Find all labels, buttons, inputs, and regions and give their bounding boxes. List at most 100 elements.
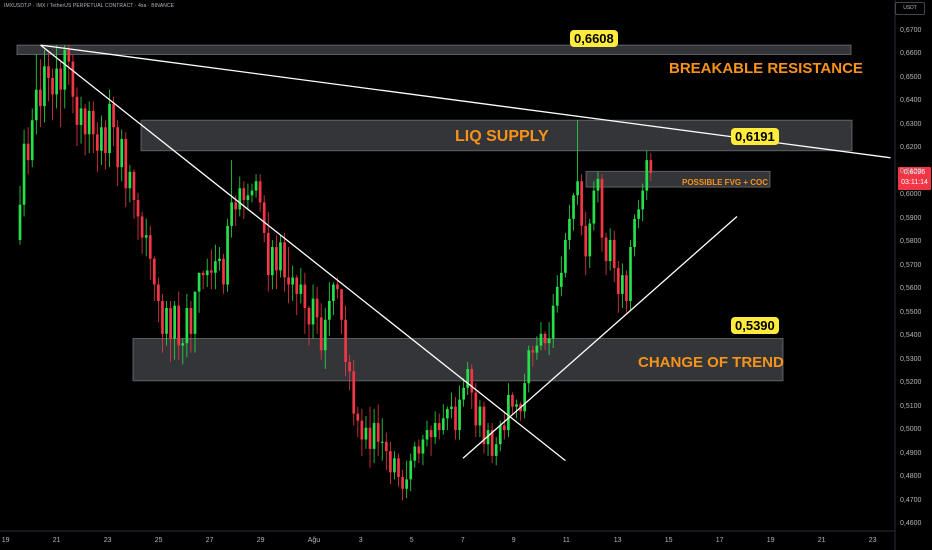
candle[interactable]	[511, 394, 514, 407]
candle[interactable]	[185, 308, 189, 344]
candle[interactable]	[612, 239, 616, 269]
candle[interactable]	[295, 277, 299, 294]
candle[interactable]	[319, 317, 323, 351]
candle[interactable]	[303, 284, 307, 309]
candle[interactable]	[633, 218, 636, 247]
candle[interactable]	[112, 103, 115, 128]
candle[interactable]	[364, 427, 368, 440]
candle[interactable]	[100, 127, 103, 151]
candle[interactable]	[238, 188, 242, 210]
trendline-ascending[interactable]	[462, 215, 738, 459]
candle[interactable]	[18, 204, 22, 240]
trendline-descending-1[interactable]	[40, 44, 566, 462]
candle[interactable]	[91, 110, 95, 135]
candle[interactable]	[161, 300, 164, 334]
candle[interactable]	[629, 246, 632, 301]
candle[interactable]	[502, 425, 506, 431]
candle[interactable]	[551, 305, 555, 339]
candle[interactable]	[564, 239, 567, 273]
zone-change-of-trend[interactable]	[132, 338, 784, 382]
candle[interactable]	[555, 286, 559, 306]
candle[interactable]	[327, 300, 331, 320]
candle[interactable]	[616, 268, 620, 294]
candle[interactable]	[71, 61, 75, 97]
candle[interactable]	[323, 319, 327, 351]
candle[interactable]	[201, 272, 205, 276]
candle[interactable]	[283, 242, 286, 278]
candle[interactable]	[441, 418, 445, 431]
candle[interactable]	[535, 345, 539, 353]
candle[interactable]	[136, 200, 140, 217]
candle[interactable]	[641, 190, 645, 210]
candle[interactable]	[311, 298, 315, 325]
candle[interactable]	[205, 270, 209, 276]
candle[interactable]	[152, 258, 156, 285]
candle[interactable]	[26, 143, 30, 161]
candle[interactable]	[433, 423, 437, 438]
candle[interactable]	[128, 171, 132, 189]
candle[interactable]	[124, 138, 128, 189]
candle[interactable]	[116, 127, 120, 168]
candle[interactable]	[344, 319, 347, 363]
candle[interactable]	[39, 89, 42, 107]
candle[interactable]	[230, 202, 233, 226]
candle[interactable]	[104, 127, 107, 154]
candle[interactable]	[67, 49, 71, 62]
candle[interactable]	[482, 406, 486, 445]
candle[interactable]	[332, 284, 335, 301]
candle[interactable]	[177, 305, 181, 346]
candle[interactable]	[380, 441, 384, 443]
candle[interactable]	[165, 308, 168, 334]
candle[interactable]	[59, 68, 63, 90]
candle[interactable]	[507, 394, 510, 431]
candle[interactable]	[108, 103, 111, 154]
candle[interactable]	[645, 160, 649, 191]
candle[interactable]	[486, 430, 490, 445]
candle[interactable]	[405, 479, 408, 489]
candle[interactable]	[543, 333, 547, 344]
candle[interactable]	[287, 277, 290, 285]
candle[interactable]	[372, 423, 376, 449]
candle[interactable]	[604, 237, 608, 262]
candle[interactable]	[30, 120, 34, 161]
candle[interactable]	[352, 371, 356, 414]
candle[interactable]	[189, 308, 193, 334]
candle[interactable]	[258, 181, 262, 203]
candle[interactable]	[315, 298, 319, 318]
candle[interactable]	[498, 425, 502, 445]
candle[interactable]	[63, 49, 67, 90]
candle[interactable]	[397, 458, 400, 478]
candle[interactable]	[490, 430, 494, 456]
candle[interactable]	[348, 362, 352, 372]
candle[interactable]	[169, 308, 172, 339]
candle[interactable]	[254, 181, 258, 191]
candle[interactable]	[234, 202, 238, 210]
candle[interactable]	[393, 458, 396, 473]
candle[interactable]	[621, 275, 624, 294]
candle[interactable]	[95, 134, 99, 151]
candle[interactable]	[275, 246, 278, 271]
candle[interactable]	[144, 235, 148, 238]
candle[interactable]	[494, 444, 498, 456]
candle[interactable]	[608, 239, 612, 262]
candle[interactable]	[120, 138, 124, 168]
candle[interactable]	[43, 66, 46, 107]
candle[interactable]	[47, 66, 50, 78]
candle[interactable]	[209, 270, 213, 273]
candle[interactable]	[173, 305, 177, 339]
candle[interactable]	[470, 369, 474, 393]
candle[interactable]	[214, 261, 217, 273]
candle[interactable]	[197, 272, 201, 292]
candle[interactable]	[515, 404, 518, 407]
candle[interactable]	[222, 258, 225, 285]
candle[interactable]	[157, 284, 160, 301]
candle[interactable]	[148, 235, 152, 259]
candle[interactable]	[576, 181, 579, 196]
candle[interactable]	[291, 277, 295, 285]
candle[interactable]	[527, 350, 531, 384]
candle[interactable]	[478, 406, 482, 426]
candle[interactable]	[384, 441, 388, 452]
candle[interactable]	[376, 423, 380, 442]
candle[interactable]	[389, 451, 392, 473]
candle[interactable]	[572, 195, 575, 219]
